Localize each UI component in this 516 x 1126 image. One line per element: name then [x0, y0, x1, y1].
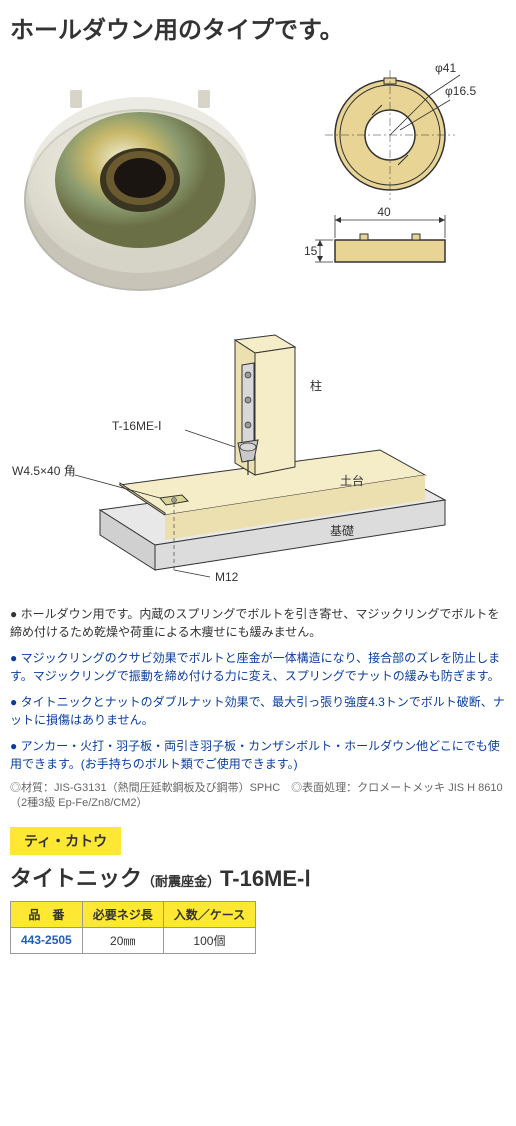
bullet-4: ● アンカー・火打・羽子板・両引き羽子板・カンザシボルト・ホールダウン他どこにで…	[10, 737, 506, 773]
dim-phi-inner: φ16.5	[445, 84, 476, 98]
bullet-1: ● ホールダウン用です。内蔵のスプリングでボルトを引き寄せ、マジックリングでボル…	[10, 605, 506, 641]
product-title: タイトニック（耐震座金）T-16ME-Ⅰ	[10, 861, 506, 893]
dim-phi-outer: φ41	[435, 61, 456, 75]
headline: ホールダウン用のタイプです。	[10, 10, 506, 45]
label-bolt: M12	[215, 570, 239, 584]
label-pillar: 柱	[310, 378, 322, 393]
cell-code: 443-2505	[11, 927, 83, 953]
dimension-diagram: φ41 φ16.5 40 15	[300, 60, 480, 295]
brand-bar: ティ・カトウ	[10, 827, 121, 855]
material-line-1: ◎材質：JIS-G3131（熱間圧延軟鋼板及び鋼帯）SPHC ◎表面処理：クロメ…	[10, 781, 506, 812]
th-code: 品 番	[11, 901, 83, 927]
th-qty: 入数／ケース	[163, 901, 255, 927]
dim-height: 15	[304, 244, 318, 258]
dim-width: 40	[377, 205, 391, 219]
label-washer: W4.5×40 角	[12, 464, 76, 478]
cell-screw: 20㎜	[82, 927, 163, 953]
spec-table: 品 番 必要ネジ長 入数／ケース 443-2505 20㎜ 100個	[10, 901, 256, 954]
label-part: T-16ME-Ⅰ	[112, 419, 162, 433]
th-screw: 必要ネジ長	[82, 901, 163, 927]
product-code: T-16ME-Ⅰ	[220, 866, 311, 891]
product-photo	[10, 60, 270, 300]
bullet-3: ● タイトニックとナットのダブルナット効果で、最大引っ張り強度4.3トンでボルト…	[10, 693, 506, 729]
installation-diagram: 基礎 土台 柱 T-16ME-Ⅰ W4.5×40 角 M12	[10, 325, 490, 585]
product-name: タイトニック	[10, 866, 142, 891]
table-header-row: 品 番 必要ネジ長 入数／ケース	[11, 901, 256, 927]
label-foundation: 基礎	[330, 524, 354, 538]
bullet-2: ● マジックリングのクサビ効果でボルトと座金が一体構造になり、接合部のズレを防止…	[10, 649, 506, 685]
label-base: 土台	[340, 473, 364, 488]
figures-row: φ41 φ16.5 40 15	[10, 60, 506, 300]
product-subtitle: （耐震座金）	[142, 874, 220, 889]
cell-qty: 100個	[163, 927, 255, 953]
table-row: 443-2505 20㎜ 100個	[11, 927, 256, 953]
